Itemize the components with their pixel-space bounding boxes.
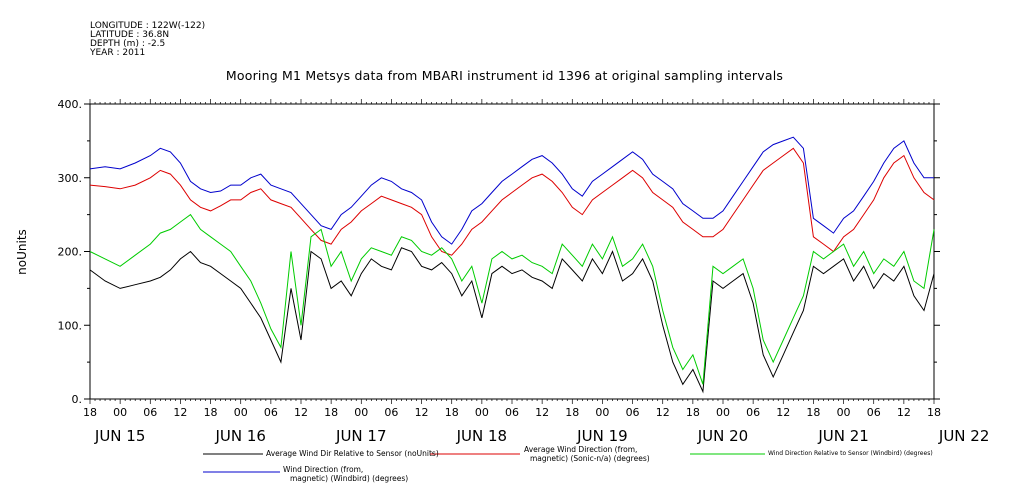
series-line-1 <box>89 147 935 256</box>
x-hour-label-11: 12 <box>415 406 429 419</box>
x-hour-label-17: 00 <box>595 406 609 419</box>
x-hour-label-3: 12 <box>173 406 187 419</box>
x-hour-label-5: 00 <box>234 406 248 419</box>
legend-label-blue-2: magnetic) (Windbird) (degrees) <box>290 474 409 483</box>
x-hour-label-23: 12 <box>776 406 790 419</box>
y-tick-label-1: 100. <box>58 319 83 332</box>
chart-title: Mooring M1 Metsys data from MBARI instru… <box>225 68 784 83</box>
x-day-label-4: JUN 19 <box>576 427 627 445</box>
x-day-label-5: JUN 20 <box>697 427 748 445</box>
x-hour-label-0: 18 <box>83 406 97 419</box>
depth-label: DEPTH (m) : -2.5 <box>90 39 166 49</box>
x-hour-label-28: 18 <box>927 406 941 419</box>
x-hour-label-12: 18 <box>445 406 459 419</box>
x-hour-label-26: 06 <box>867 406 881 419</box>
x-hour-label-21: 00 <box>716 406 730 419</box>
legend-label-black: Average Wind Dir Relative to Sensor (noU… <box>266 449 439 458</box>
x-hour-label-9: 00 <box>354 406 368 419</box>
legend-label-red-2: magnetic) (Sonic-n/a) (degrees) <box>530 454 650 463</box>
x-day-label-1: JUN 16 <box>214 427 265 445</box>
series-line-2 <box>89 213 935 385</box>
legend-label-green: Wind Direction Relative to Sensor (Windb… <box>768 450 933 457</box>
legend-label-blue-1: Wind Direction (from, <box>283 465 364 474</box>
y-tick-label-4: 400. <box>58 98 83 111</box>
x-day-label-6: JUN 21 <box>817 427 868 445</box>
series-line-3 <box>89 136 934 245</box>
x-hour-label-24: 18 <box>806 406 820 419</box>
series-line-0 <box>89 247 935 394</box>
x-hour-label-13: 00 <box>475 406 489 419</box>
x-hour-label-20: 18 <box>686 406 700 419</box>
x-hour-label-27: 12 <box>897 406 911 419</box>
x-hour-label-18: 06 <box>626 406 640 419</box>
x-hour-label-2: 06 <box>143 406 157 419</box>
x-hour-label-7: 12 <box>294 406 308 419</box>
x-hour-label-4: 18 <box>204 406 218 419</box>
x-hour-label-16: 18 <box>565 406 579 419</box>
x-hour-label-6: 06 <box>264 406 278 419</box>
latitude-label: LATITUDE : 36.8N <box>90 30 170 40</box>
x-hour-label-10: 06 <box>384 406 398 419</box>
x-day-label-2: JUN 17 <box>335 427 386 445</box>
y-tick-label-2: 200. <box>58 246 83 259</box>
y-tick-label-0: 0. <box>72 393 83 406</box>
x-hour-label-19: 12 <box>656 406 670 419</box>
x-hour-label-15: 12 <box>535 406 549 419</box>
y-tick-label-3: 300. <box>58 172 83 185</box>
x-day-label-3: JUN 18 <box>456 427 507 445</box>
longitude-label: LONGITUDE : 122W(-122) <box>90 21 206 31</box>
x-hour-label-8: 18 <box>324 406 338 419</box>
plot-frame <box>89 103 935 400</box>
x-day-label-0: JUN 15 <box>94 427 145 445</box>
year-label: YEAR : 2011 <box>90 48 146 58</box>
x-day-label-7: JUN 22 <box>938 427 989 445</box>
x-hour-label-25: 00 <box>837 406 851 419</box>
legend-label-red-1: Average Wind Direction (from, <box>524 445 638 454</box>
x-hour-label-1: 00 <box>113 406 127 419</box>
x-hour-label-22: 06 <box>746 406 760 419</box>
x-hour-label-14: 06 <box>505 406 519 419</box>
